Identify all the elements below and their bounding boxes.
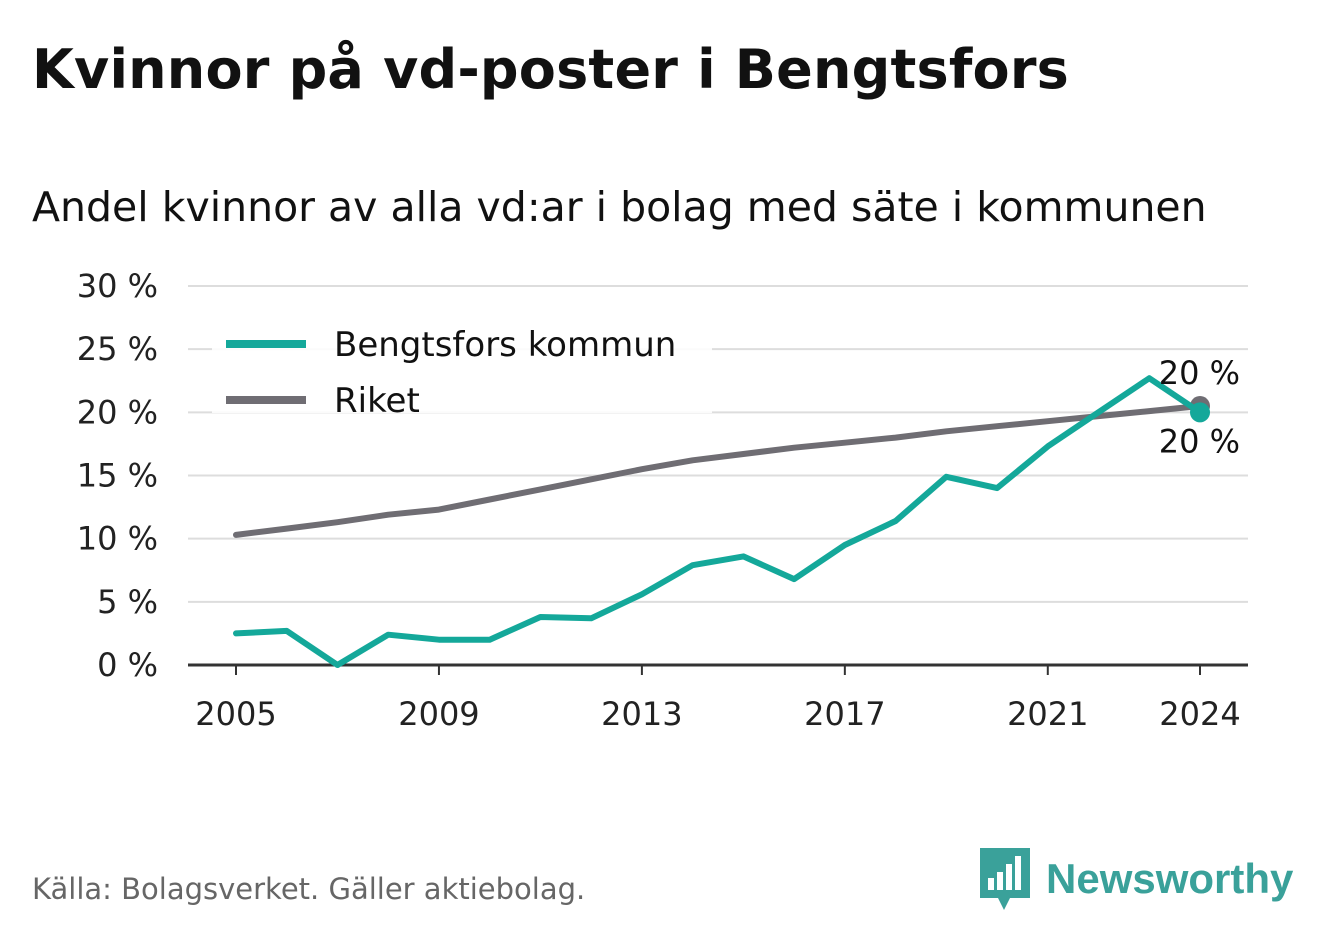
x-tick-label: 2013	[601, 695, 682, 733]
axes: 0 % 5 % 10 % 15 % 20 % 25 % 30 % 2005 2009 2013 20…	[77, 267, 1248, 733]
y-tick-label: 25 %	[77, 330, 158, 368]
series-line-0	[233, 375, 1203, 668]
series-lines	[233, 375, 1210, 668]
brand-name: Newsworthy	[1046, 855, 1294, 902]
legend: Bengtsfors kommun Riket	[212, 318, 712, 421]
bar-chart-speech-bubble-icon	[980, 848, 1030, 910]
chart-subtitle: Andel kvinnor av alla vd:ar i bolag med …	[32, 183, 1207, 231]
y-tick-label: 0 %	[97, 646, 158, 684]
source-note: Källa: Bolagsverket. Gäller aktiebolag.	[32, 872, 586, 906]
x-tick-label: 2017	[804, 695, 885, 733]
x-tick-label: 2005	[195, 695, 276, 733]
y-tick-label: 5 %	[97, 583, 158, 621]
brand-logo: Newsworthy	[980, 848, 1293, 910]
chart-title: Kvinnor på vd-poster i Bengtsfors	[32, 38, 1070, 101]
y-tick-label: 20 %	[77, 393, 158, 431]
x-tick-label: 2009	[398, 695, 479, 733]
series-end-point-0	[1190, 402, 1210, 423]
y-tick-label: 10 %	[77, 520, 158, 558]
x-tick-label: 2024	[1159, 695, 1240, 733]
end-label-0: 20 %	[1159, 422, 1240, 460]
end-label-1: 20 %	[1159, 354, 1240, 392]
line-chart: 0 % 5 % 10 % 15 % 20 % 25 % 30 % 2005 2009 2013 20…	[77, 267, 1248, 733]
legend-label-0: Bengtsfors kommun	[334, 325, 676, 365]
x-tick-label: 2021	[1007, 695, 1088, 733]
y-tick-label: 15 %	[77, 457, 158, 495]
y-tick-label: 30 %	[77, 267, 158, 305]
end-labels: 20 % 20 %	[1159, 354, 1240, 460]
legend-label-1: Riket	[334, 381, 420, 421]
series-line-1	[233, 403, 1203, 538]
